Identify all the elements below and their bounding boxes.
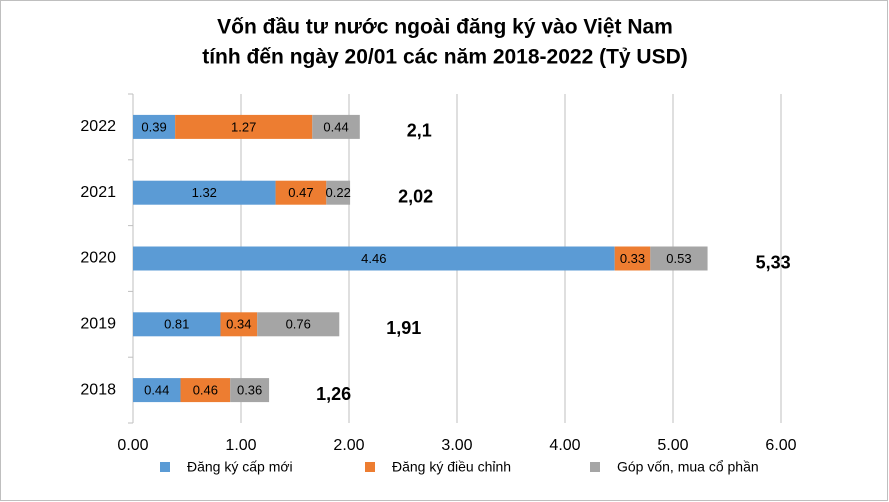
y-tick-label: 2018 — [80, 381, 116, 398]
bar-segment — [257, 312, 340, 337]
value-label: 0.44 — [323, 119, 348, 134]
value-label: 0.76 — [286, 317, 311, 332]
legend-swatch — [160, 462, 170, 472]
bar-segment — [230, 378, 270, 403]
value-label: 0.81 — [164, 317, 189, 332]
legend-label: Đăng ký điều chỉnh — [392, 459, 511, 475]
value-label: 0.46 — [193, 383, 218, 398]
total-label: 1,91 — [386, 318, 421, 338]
bar-segment — [275, 180, 327, 205]
x-tick-label: 3.00 — [441, 437, 472, 454]
chart-title: Vốn đầu tư nước ngoài đăng ký vào Việt N… — [217, 16, 673, 39]
y-tick-label: 2019 — [80, 316, 116, 333]
x-tick-label: 1.00 — [225, 437, 256, 454]
value-label: 1.32 — [192, 185, 217, 200]
value-label: 4.46 — [361, 251, 386, 266]
total-label: 1,26 — [316, 384, 351, 404]
x-tick-label: 2.00 — [333, 437, 364, 454]
x-tick-label: 0.00 — [117, 437, 148, 454]
bar-segment — [220, 312, 258, 337]
legend-swatch — [365, 462, 375, 472]
bar-segment — [175, 114, 313, 139]
value-label: 0.33 — [620, 251, 645, 266]
chart-title: tính đến ngày 20/01 các năm 2018-2022 (T… — [202, 46, 688, 69]
total-label: 2,02 — [398, 186, 433, 206]
bar-segment — [133, 114, 176, 139]
legend-label: Góp vốn, mua cổ phần — [617, 459, 759, 475]
value-label: 0.36 — [237, 383, 262, 398]
bar-segment — [133, 312, 221, 337]
bar-segment — [614, 246, 651, 271]
value-label: 1.27 — [231, 119, 256, 134]
bar-segment — [133, 180, 276, 205]
x-tick-label: 5.00 — [657, 437, 688, 454]
bar-segment — [312, 114, 360, 139]
x-tick-label: 6.00 — [765, 437, 796, 454]
value-label: 0.22 — [326, 185, 351, 200]
value-label: 0.47 — [288, 185, 313, 200]
total-label: 2,1 — [407, 121, 432, 141]
bar-segment — [133, 378, 181, 403]
legend-label: Đăng ký cấp mới — [187, 459, 293, 475]
bar-segment — [180, 378, 231, 403]
value-label: 0.53 — [666, 251, 691, 266]
legend-swatch — [590, 462, 600, 472]
bar-segment — [133, 246, 615, 271]
total-label: 5,33 — [756, 252, 791, 272]
x-tick-label: 4.00 — [549, 437, 580, 454]
value-label: 0.39 — [141, 119, 166, 134]
value-label: 0.44 — [144, 383, 169, 398]
bar-segment — [326, 180, 351, 205]
y-tick-label: 2020 — [80, 250, 116, 267]
y-tick-label: 2022 — [80, 118, 116, 135]
bar-segment — [650, 246, 708, 271]
value-label: 0.34 — [226, 317, 251, 332]
y-tick-label: 2021 — [80, 184, 116, 201]
